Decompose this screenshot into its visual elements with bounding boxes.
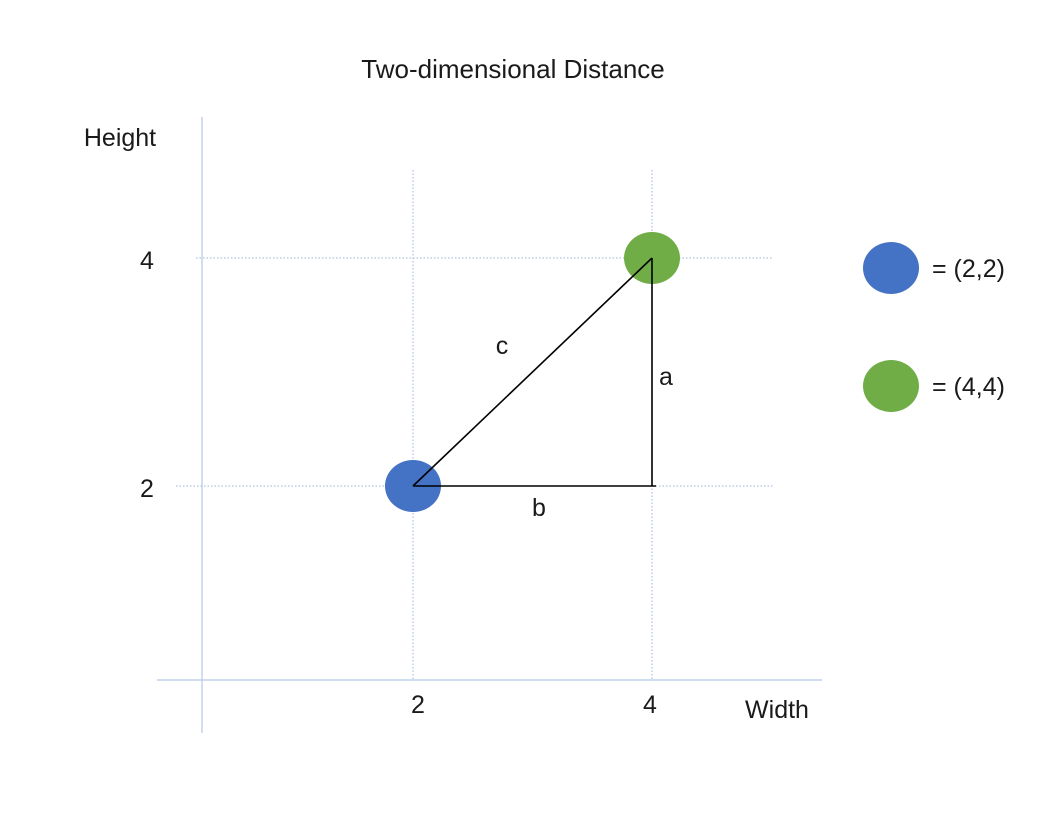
legend: = (2,2) = (4,4) (863, 242, 1005, 412)
y-axis-label: Height (84, 124, 156, 152)
legend-label-blue: = (2,2) (932, 255, 1005, 283)
y-tick-2: 2 (140, 475, 154, 503)
legend-swatch-blue (863, 242, 919, 294)
x-axis-label: Width (745, 696, 809, 724)
diagram-title: Two-dimensional Distance (361, 54, 664, 84)
legend-label-green: = (4,4) (932, 373, 1005, 401)
side-label-b: b (532, 494, 546, 522)
x-tick-4: 4 (643, 691, 657, 719)
side-label-c: c (496, 332, 509, 360)
y-tick-4: 4 (140, 247, 154, 275)
triangle-side-c (412, 257, 653, 487)
x-tick-2: 2 (411, 691, 425, 719)
side-label-a: a (659, 363, 673, 391)
legend-swatch-green (863, 360, 919, 412)
